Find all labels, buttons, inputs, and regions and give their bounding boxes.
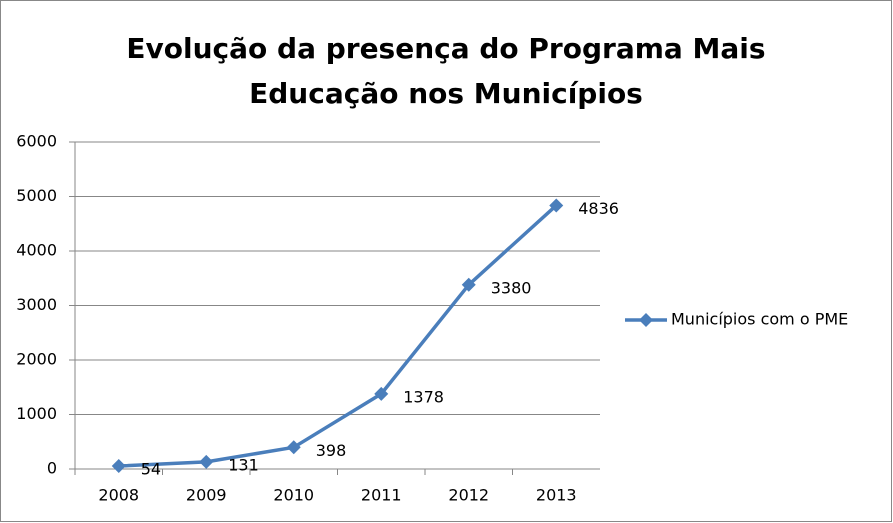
data-label: 131 [228, 455, 259, 474]
y-tick-label: 5000 [16, 186, 57, 205]
data-point [461, 277, 476, 292]
x-tick-label: 2009 [186, 486, 227, 505]
y-tick-label: 1000 [16, 404, 57, 423]
y-tick-label: 2000 [16, 350, 57, 369]
data-label: 54 [141, 460, 161, 479]
chart-title: Evolução da presença do Programa Mais Ed… [126, 32, 766, 110]
data-label: 398 [316, 441, 347, 460]
x-tick-label: 2010 [273, 486, 314, 505]
data-point [111, 459, 126, 474]
y-tick-label: 0 [47, 459, 57, 478]
data-label: 3380 [491, 278, 532, 297]
y-tick-label: 3000 [16, 295, 57, 314]
x-tick-label: 2008 [98, 486, 139, 505]
y-tick-label: 6000 [16, 132, 57, 151]
legend-marker [639, 313, 653, 327]
x-tick-label: 2012 [448, 486, 489, 505]
data-label: 1378 [403, 387, 444, 406]
data-point [286, 440, 301, 455]
x-tick-label: 2011 [361, 486, 402, 505]
series-line [118, 204, 558, 468]
data-point [374, 386, 389, 401]
data-point [549, 198, 564, 213]
x-tick-label: 2013 [536, 486, 577, 505]
data-point [199, 454, 214, 469]
data-label: 4836 [578, 199, 619, 218]
legend-label: Municípios com o PME [671, 310, 848, 329]
y-tick-label: 4000 [16, 241, 57, 260]
